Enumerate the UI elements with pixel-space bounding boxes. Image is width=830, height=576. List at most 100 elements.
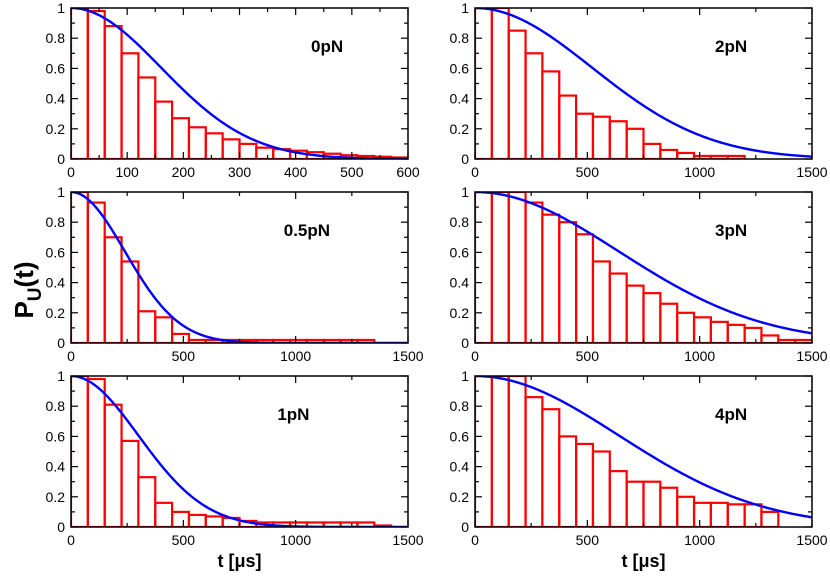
y-axis-main-label: PU(t): [9, 261, 46, 318]
y-tick-label: 0.8: [46, 30, 66, 46]
x-tick-label: 200: [172, 164, 196, 180]
y-tick-label: 0.6: [46, 244, 66, 260]
histogram-bar: [659, 302, 679, 343]
x-tick-label: 500: [172, 532, 196, 548]
x-tick-label: 400: [284, 164, 308, 180]
x-tick-label: 100: [115, 164, 139, 180]
histogram-bar: [507, 29, 527, 159]
x-tick-label: 1500: [392, 532, 423, 548]
histogram-bar: [154, 100, 174, 159]
y-tick-label: 0.8: [450, 398, 470, 414]
x-tick-label: 500: [172, 348, 196, 364]
y-tick-label: 0: [461, 151, 469, 167]
histogram-bar: [608, 272, 628, 343]
histogram-bar: [204, 515, 224, 527]
panel-force-label: 0.5pN: [284, 221, 330, 240]
histogram-bar: [743, 503, 763, 527]
y-tick-label: 0.6: [46, 60, 66, 76]
y-tick-label: 0.6: [450, 60, 470, 76]
histogram-bar: [625, 480, 645, 527]
y-tick-label: 1: [57, 0, 65, 16]
y-tick-label: 0.2: [450, 305, 470, 321]
y-tick-label: 0.6: [46, 428, 66, 444]
x-tick-label: 1000: [280, 348, 311, 364]
histogram-bars: [475, 376, 780, 527]
histogram-bar: [507, 192, 527, 343]
panel-force-label: 1pN: [277, 405, 309, 424]
histogram-bar: [558, 435, 578, 527]
histogram-bar: [490, 192, 510, 343]
x-tick-label: 300: [228, 164, 252, 180]
histogram-bar: [490, 8, 510, 159]
x-tick-label: 1500: [796, 164, 827, 180]
histogram-bar: [137, 476, 157, 527]
histogram-bar: [760, 334, 780, 343]
x-tick-label: 1000: [684, 532, 715, 548]
y-tick-label: 0.6: [450, 244, 470, 260]
histogram-bar: [238, 142, 258, 159]
x-tick-label: 0: [471, 532, 479, 548]
y-tick-label: 0.4: [450, 91, 470, 107]
x-tick-label: 0: [471, 348, 479, 364]
histogram-bar: [659, 486, 679, 527]
x-axis-label: t [μs]: [217, 551, 261, 571]
histogram-bar: [137, 76, 157, 159]
fit-curve: [475, 8, 812, 158]
histogram-bar: [120, 260, 140, 343]
panel-force-label: 2pN: [715, 37, 747, 56]
x-tick-label: 1500: [796, 348, 827, 364]
x-axis-label: t [μs]: [621, 551, 665, 571]
x-tick-label: 1500: [392, 348, 423, 364]
histogram-bar: [591, 115, 611, 159]
histogram-bar: [558, 94, 578, 159]
histogram-bar: [86, 9, 106, 159]
panel-3: 0 500 1000 1500 0 0.2 0.4 0.6 0.8 1 3pN: [450, 184, 828, 364]
y-tick-label: 1: [461, 184, 469, 200]
histogram-bar: [171, 117, 191, 159]
y-tick-label: 0: [461, 335, 469, 351]
histogram-bar: [676, 495, 696, 527]
histogram-bar: [255, 146, 275, 159]
histogram-bar: [574, 442, 595, 527]
histogram-bar: [692, 501, 712, 527]
svg-text:PU(t): PU(t): [9, 261, 46, 318]
panel-2: 0 500 1000 1500 0 0.2 0.4 0.6 0.8 1 0.5pN: [46, 184, 424, 364]
histogram-bar: [86, 377, 106, 527]
x-tick-label: 500: [576, 348, 600, 364]
y-tick-label: 0.2: [450, 489, 470, 505]
y-axis-label-suffix: (t): [9, 261, 39, 287]
histogram-bar: [642, 142, 662, 159]
histogram-bar: [574, 233, 595, 343]
x-tick-label: 1500: [796, 532, 827, 548]
histogram-bar: [524, 201, 544, 343]
y-tick-label: 0.4: [46, 275, 66, 291]
panel-force-label: 3pN: [715, 221, 747, 240]
x-tick-label: 0: [67, 532, 75, 548]
x-tick-label: 600: [396, 164, 420, 180]
y-tick-label: 0.8: [46, 398, 66, 414]
histogram-bar: [86, 201, 106, 343]
histogram-bar: [743, 326, 763, 343]
histogram-bar: [171, 510, 191, 527]
y-tick-label: 1: [461, 368, 469, 384]
histogram-bar: [642, 292, 662, 343]
histogram-bar: [154, 501, 174, 527]
histogram-bar: [171, 332, 191, 343]
x-tick-label: 500: [576, 164, 600, 180]
histogram-bar: [103, 403, 123, 527]
histogram-bar: [760, 510, 780, 527]
y-tick-label: 0.2: [46, 305, 66, 321]
histogram-bar: [524, 52, 544, 159]
histogram-bar: [608, 470, 628, 527]
y-tick-label: 1: [461, 0, 469, 16]
histogram-bar: [507, 376, 527, 527]
histogram-bar: [204, 132, 224, 159]
histogram-bar: [676, 311, 696, 343]
histogram-bar: [591, 450, 611, 527]
histogram-bar: [221, 138, 241, 159]
histogram-bar: [558, 221, 578, 343]
histogram-bar: [676, 151, 696, 159]
histogram-bar: [625, 284, 645, 343]
